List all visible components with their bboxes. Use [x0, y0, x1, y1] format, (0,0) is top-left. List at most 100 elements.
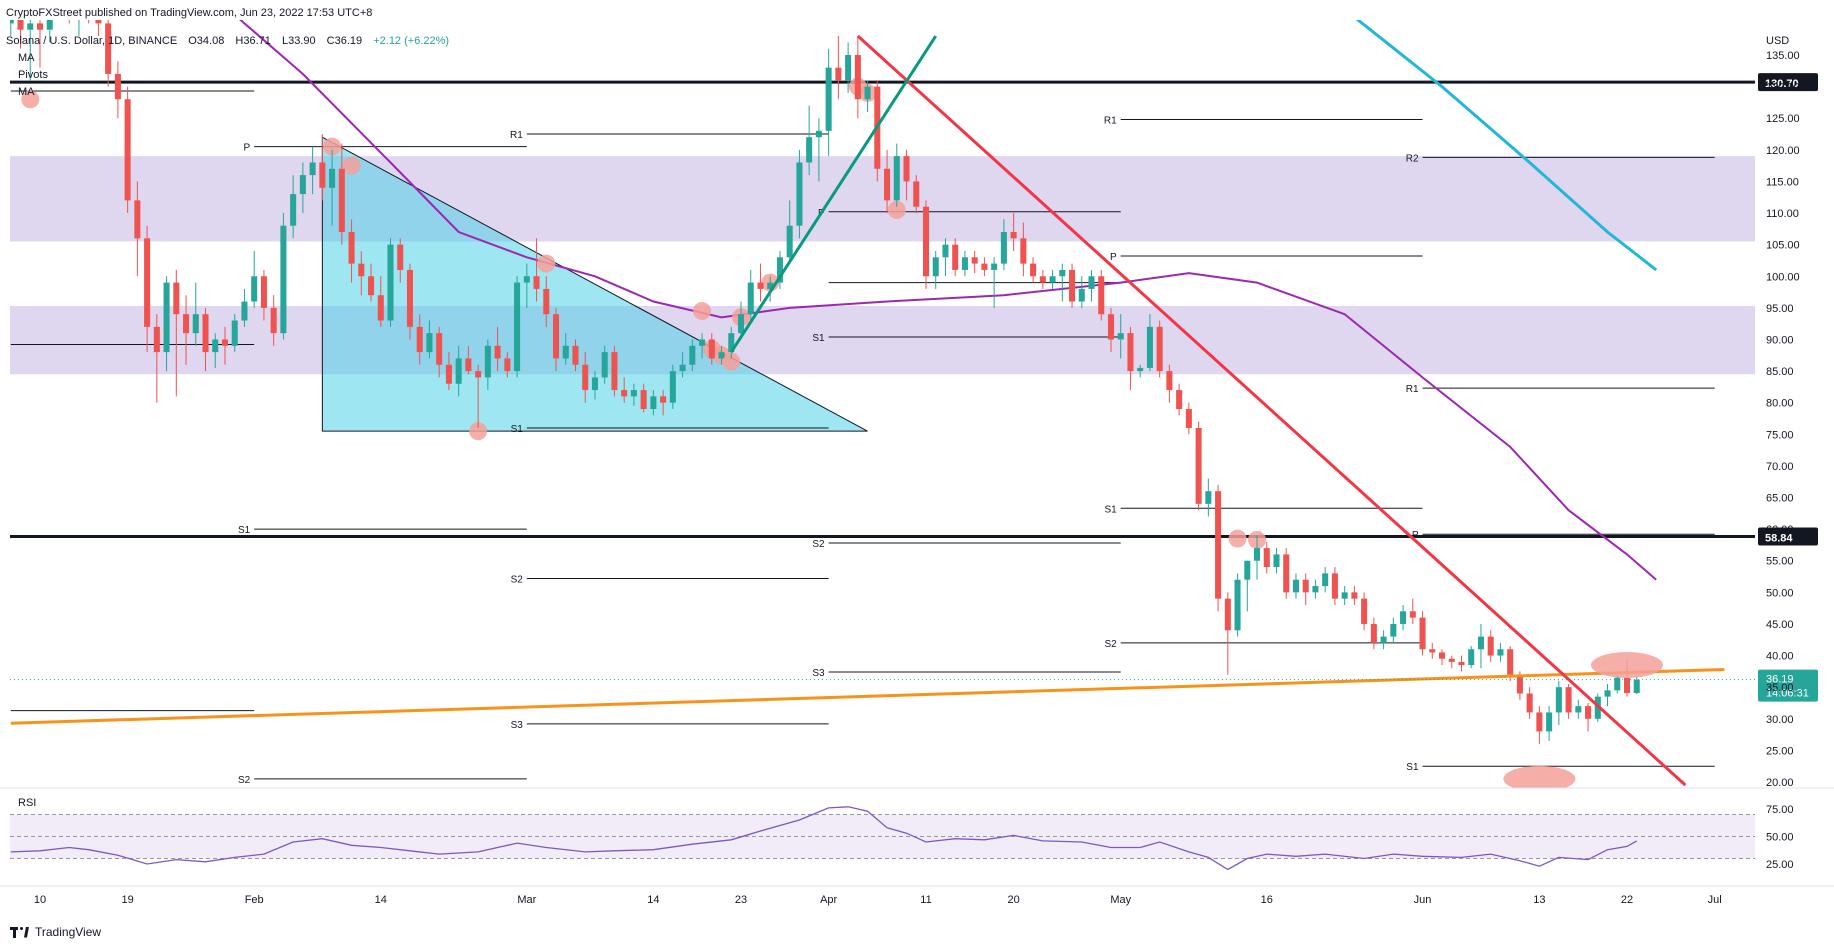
pivot-label: S2 — [511, 574, 524, 585]
candle — [1312, 579, 1319, 599]
zones-layer — [10, 156, 1755, 375]
candle-body — [1585, 706, 1592, 719]
candle-body — [553, 314, 560, 359]
candle-body — [776, 257, 783, 283]
indicator-pivots[interactable]: Pivots — [18, 69, 48, 81]
candle-body — [387, 244, 394, 321]
candle — [1107, 307, 1114, 353]
candle — [329, 149, 336, 226]
candle — [338, 143, 345, 245]
candle — [1215, 484, 1222, 612]
candle-body — [290, 194, 297, 226]
candle — [1487, 630, 1494, 662]
time-tick-label: Jul — [1708, 894, 1722, 906]
price-tick-label: 110.00 — [1766, 208, 1799, 220]
candle — [1302, 573, 1309, 605]
indicator-ma-2[interactable]: MA — [18, 86, 35, 98]
candle — [718, 345, 725, 365]
candle-body — [718, 352, 725, 359]
candle — [1448, 655, 1455, 669]
candle-body — [397, 244, 404, 270]
candle-body — [1292, 579, 1299, 593]
candle-body — [1117, 333, 1124, 340]
rsi-label: RSI — [18, 797, 36, 809]
time-tick-label: 20 — [1007, 894, 1019, 906]
time-axis: 10 19 Feb 14 Mar 14 23 Apr 11 20 May 16 Jun 13 22 Jul — [34, 894, 1722, 906]
candle-body — [1224, 598, 1231, 631]
candle — [1224, 592, 1231, 675]
candle — [309, 146, 316, 195]
candle-body — [942, 244, 949, 258]
pivot-label: S1 — [1104, 504, 1117, 515]
touch-marker — [887, 200, 906, 219]
candle-body — [1633, 679, 1640, 693]
candle — [212, 333, 219, 368]
candle-body — [17, 20, 24, 30]
key-level-value: 130.70 — [1765, 78, 1799, 90]
candle-body — [1107, 314, 1114, 340]
time-tick-label: Feb — [245, 894, 264, 906]
indicator-ma-1[interactable]: MA — [18, 52, 35, 64]
candle — [582, 352, 589, 403]
candle-body — [1088, 276, 1095, 289]
candle — [17, 20, 24, 49]
candle — [825, 48, 832, 157]
candle — [543, 276, 550, 327]
rsi-tick-label: 75.00 — [1766, 804, 1794, 816]
candle-body — [1409, 611, 1416, 618]
time-tick-label: 14 — [375, 894, 387, 906]
price-badge — [1758, 669, 1818, 702]
candle-body — [124, 99, 131, 201]
candle-body — [309, 162, 316, 176]
candle — [1409, 598, 1416, 624]
candle — [708, 333, 715, 365]
candle-body — [1020, 238, 1027, 264]
candles-layer — [10, 20, 1640, 745]
candle — [1341, 586, 1348, 605]
candle — [562, 333, 569, 365]
candle-body — [1156, 326, 1163, 372]
candle-body — [1575, 706, 1582, 713]
candle-body — [183, 314, 190, 334]
candle — [1244, 560, 1251, 612]
pivot-label: R1 — [1104, 115, 1117, 126]
candle — [981, 257, 988, 277]
candle — [942, 238, 949, 277]
candle — [1137, 364, 1144, 378]
candle — [221, 326, 229, 365]
candle — [406, 263, 413, 340]
touch-marker — [722, 352, 741, 371]
candle — [299, 162, 306, 214]
candle-body — [1555, 687, 1562, 713]
candle-body — [465, 358, 472, 372]
price-tick-label: 75.00 — [1766, 429, 1794, 441]
candle-body — [533, 276, 540, 289]
candle-body — [815, 130, 822, 138]
candle — [835, 36, 842, 100]
candle-body — [358, 263, 365, 277]
candle — [436, 326, 443, 378]
candle — [854, 36, 861, 119]
candle-body — [1244, 560, 1251, 580]
time-tick-label: 16 — [1261, 894, 1273, 906]
tradingview-logo[interactable]: TradingView — [10, 925, 101, 939]
candle-body — [786, 225, 793, 258]
candle — [445, 352, 452, 391]
candle — [484, 339, 491, 391]
candle — [358, 250, 365, 296]
candle — [465, 345, 472, 375]
candle — [1400, 604, 1407, 631]
price-tick-label: 115.00 — [1766, 176, 1799, 188]
price-tick-label: 80.00 — [1766, 398, 1794, 410]
horizontal-levels-layer: 130.70 58.84 — [10, 73, 1818, 546]
candle — [494, 326, 501, 372]
candle-body — [1098, 276, 1105, 315]
pivot-label: R1 — [1406, 384, 1419, 395]
candle-body — [1010, 232, 1017, 239]
price-tick-label: 95.00 — [1766, 303, 1794, 315]
candle-body — [737, 314, 745, 334]
candle — [1166, 364, 1173, 403]
candle — [1176, 383, 1183, 416]
touch-marker — [342, 156, 361, 175]
